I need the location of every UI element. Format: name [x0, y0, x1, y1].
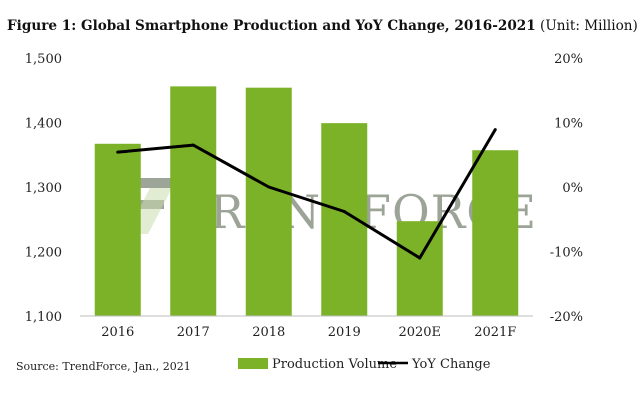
- bar-2019: [321, 123, 368, 317]
- bar-2017: [170, 86, 217, 316]
- x-tick-label: 2021F: [474, 325, 516, 340]
- x-tick-label: 2020E: [398, 325, 441, 340]
- chart-title: Figure 1: Global Smartphone Production a…: [7, 18, 638, 34]
- y-right-tick-label: 10%: [554, 117, 583, 132]
- x-tick-label: 2019: [328, 325, 361, 340]
- yoy-point-2021f: [493, 128, 497, 132]
- legend-label-production: Production Volume: [272, 357, 397, 372]
- legend-swatch-production: [238, 358, 268, 369]
- yoy-point-2016: [116, 150, 120, 154]
- yoy-change-line: [117, 128, 497, 260]
- bar-2016: [94, 143, 141, 316]
- yoy-point-2017: [191, 143, 195, 147]
- y-right-tick-label: 0%: [562, 181, 583, 196]
- bar-2020e: [396, 221, 443, 316]
- yoy-point-2018: [267, 185, 271, 189]
- y-left-tick-label: 1,500: [25, 52, 62, 67]
- yoy-point-2020e: [418, 256, 422, 260]
- y-left-tick-label: 1,400: [25, 117, 62, 132]
- chart-title-unit: (Unit: Million): [540, 18, 638, 34]
- y-left-tick-label: 1,200: [25, 246, 62, 261]
- y-right-tick-label: 20%: [554, 52, 583, 67]
- y-left-tick-label: 1,300: [25, 181, 62, 196]
- bar-2021f: [472, 150, 519, 316]
- y-left-tick-label: 1,100: [25, 310, 62, 325]
- x-tick-label: 2018: [252, 325, 285, 340]
- yoy-point-2019: [342, 210, 346, 214]
- y-right-tick-label: -20%: [550, 310, 583, 325]
- x-tick-label: 2016: [101, 325, 134, 340]
- chart-title-main: Figure 1: Global Smartphone Production a…: [7, 18, 536, 34]
- legend-label-yoy: YoY Change: [411, 357, 491, 372]
- y-right-tick-label: -10%: [550, 246, 583, 261]
- legend: Production Volume YoY Change: [238, 357, 491, 372]
- x-tick-label: 2017: [177, 325, 210, 340]
- bar-2018: [245, 87, 292, 316]
- source-note: Source: TrendForce, Jan., 2021: [16, 360, 191, 373]
